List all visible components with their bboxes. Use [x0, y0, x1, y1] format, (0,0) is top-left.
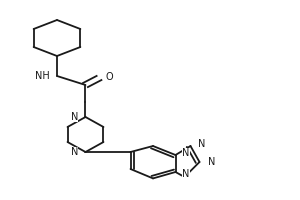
Text: O: O: [106, 72, 113, 82]
Text: N: N: [182, 169, 190, 179]
Text: N: N: [70, 112, 78, 122]
Text: N: N: [70, 147, 78, 157]
Text: NH: NH: [35, 71, 50, 81]
Text: N: N: [198, 139, 206, 149]
Text: N: N: [182, 148, 190, 158]
Text: N: N: [208, 157, 215, 167]
